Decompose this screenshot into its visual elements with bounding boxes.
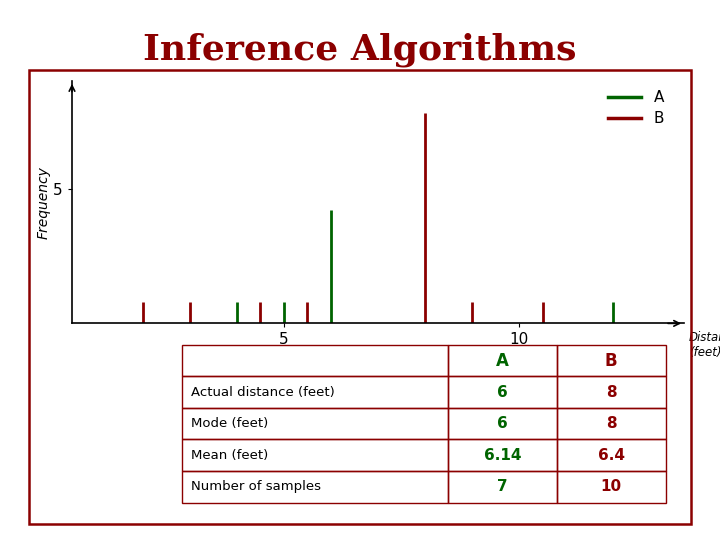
Text: B: B bbox=[605, 352, 618, 369]
Bar bbox=[182, 440, 448, 471]
Text: 8: 8 bbox=[606, 416, 616, 431]
Bar bbox=[182, 471, 448, 503]
Bar bbox=[557, 408, 666, 440]
Bar bbox=[557, 440, 666, 471]
Y-axis label: Frequency: Frequency bbox=[37, 166, 50, 239]
Bar bbox=[557, 345, 666, 376]
Text: 6.14: 6.14 bbox=[484, 448, 521, 463]
Text: 6.4: 6.4 bbox=[598, 448, 625, 463]
Bar bbox=[557, 471, 666, 503]
Text: Mode (feet): Mode (feet) bbox=[192, 417, 269, 430]
Bar bbox=[182, 376, 448, 408]
Text: Distance
(feet): Distance (feet) bbox=[689, 332, 720, 360]
Bar bbox=[182, 345, 448, 376]
Text: 7: 7 bbox=[497, 480, 508, 494]
Bar bbox=[448, 440, 557, 471]
Text: Inference Algorithms: Inference Algorithms bbox=[143, 32, 577, 67]
Legend: A, B: A, B bbox=[602, 84, 670, 132]
Bar bbox=[557, 376, 666, 408]
Bar bbox=[448, 345, 557, 376]
Text: Actual distance (feet): Actual distance (feet) bbox=[192, 386, 335, 399]
Text: Mean (feet): Mean (feet) bbox=[192, 449, 269, 462]
Bar bbox=[448, 471, 557, 503]
Bar bbox=[182, 408, 448, 440]
Bar bbox=[448, 408, 557, 440]
Text: 6: 6 bbox=[497, 384, 508, 400]
Text: Number of samples: Number of samples bbox=[192, 480, 321, 494]
Text: A: A bbox=[496, 352, 509, 369]
Text: 6: 6 bbox=[497, 416, 508, 431]
Text: 8: 8 bbox=[606, 384, 616, 400]
Text: 10: 10 bbox=[600, 480, 622, 494]
Bar bbox=[448, 376, 557, 408]
